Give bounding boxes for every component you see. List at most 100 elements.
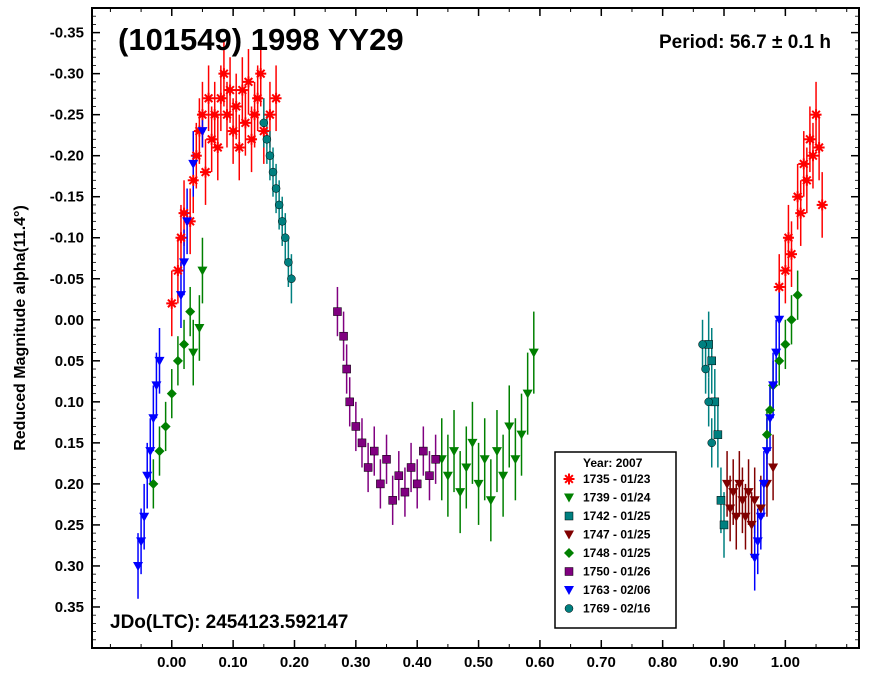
data-point (166, 297, 178, 309)
data-point (719, 520, 729, 530)
data-point (284, 258, 293, 267)
data-point (160, 421, 171, 432)
data-point (255, 68, 267, 80)
data-point (197, 266, 208, 276)
data-point (419, 446, 428, 456)
data-point (188, 159, 199, 169)
epoch-label: JDo(LTC): 2454123.592147 (110, 612, 348, 633)
data-point (188, 348, 199, 358)
data-point (268, 167, 278, 177)
data-point (749, 496, 760, 506)
data-point (196, 109, 208, 121)
data-point (455, 488, 466, 498)
data-point (333, 307, 342, 316)
data-point (765, 405, 776, 416)
data-point (807, 150, 819, 162)
legend-marker (563, 473, 575, 485)
data-point (287, 274, 296, 284)
data-point (382, 455, 391, 464)
data-point (212, 141, 224, 153)
data-point (281, 233, 290, 242)
data-point (765, 414, 776, 424)
data-point (233, 141, 245, 153)
data-point (218, 68, 230, 80)
data-point (197, 127, 208, 137)
data-point (522, 389, 533, 399)
data-point (363, 463, 373, 472)
data-point (264, 109, 276, 121)
data-point (707, 356, 716, 366)
y-tick-label: -0.10 (50, 230, 84, 247)
y-tick-label: -0.25 (50, 107, 84, 124)
data-point (734, 479, 745, 489)
x-tick-label: 0.00 (157, 654, 186, 671)
data-point (172, 355, 183, 366)
data-point (142, 471, 153, 481)
legend-entry: 1739 - 01/24 (583, 491, 651, 505)
data-point (200, 166, 212, 178)
data-point (755, 504, 766, 514)
data-point (388, 496, 397, 505)
y-tick-label: -0.35 (50, 25, 84, 42)
data-point (203, 92, 215, 104)
data-point (339, 331, 348, 341)
y-tick-label: 0.35 (55, 599, 84, 616)
data-point (737, 496, 748, 506)
data-point (242, 76, 254, 88)
data-point (731, 512, 742, 522)
legend-marker (564, 548, 574, 558)
data-point (194, 324, 205, 333)
data-point (262, 135, 272, 144)
data-point (215, 92, 227, 104)
data-point (190, 150, 202, 162)
data-point (236, 84, 248, 96)
legend-entry: 1747 - 01/25 (583, 528, 651, 542)
data-point (779, 265, 791, 277)
data-point (704, 397, 713, 407)
data-point (498, 471, 509, 481)
data-point (442, 471, 453, 481)
legend-entry: 1748 - 01/25 (583, 546, 651, 560)
y-axis-title: Reduced Magnitude alpha(11.4°) (12, 205, 29, 451)
data-point (491, 447, 502, 457)
data-point (504, 422, 515, 432)
data-point (813, 141, 825, 153)
data-point (172, 265, 184, 277)
data-point (133, 561, 144, 571)
data-point (768, 381, 779, 391)
data-point (187, 174, 199, 186)
legend-marker (564, 586, 574, 595)
data-point (345, 397, 354, 407)
data-point (810, 109, 822, 121)
data-point (816, 199, 828, 211)
data-point (768, 463, 779, 473)
chart-title: (101549) 1998 YY29 (118, 22, 404, 57)
data-point (722, 479, 733, 489)
legend-marker (564, 530, 574, 540)
y-axis: -0.35 -0.30 -0.25 -0.20 -0.15 -0.10 -0.05 0.00 0… (50, 15, 859, 641)
data-point (357, 438, 367, 448)
data-point (376, 479, 385, 489)
x-tick-label: 0.20 (280, 654, 309, 671)
data-point (771, 348, 782, 358)
data-point (792, 290, 803, 301)
data-point (145, 447, 156, 457)
data-point (259, 118, 269, 128)
x-tick-label: 0.60 (525, 654, 554, 671)
data-point (166, 388, 177, 399)
y-tick-label: 0.30 (55, 558, 84, 575)
data-point (786, 248, 798, 260)
data-point (782, 232, 794, 244)
data-point (467, 438, 478, 448)
y-tick-label: -0.20 (50, 148, 84, 165)
data-point (485, 496, 496, 506)
data-point (780, 339, 791, 350)
data-point (713, 430, 723, 439)
y-tick-label: 0.10 (55, 394, 84, 411)
data-point (209, 109, 221, 121)
data-point (528, 348, 539, 358)
data-point (148, 478, 159, 489)
data-point (227, 125, 239, 137)
data-point (406, 463, 416, 472)
